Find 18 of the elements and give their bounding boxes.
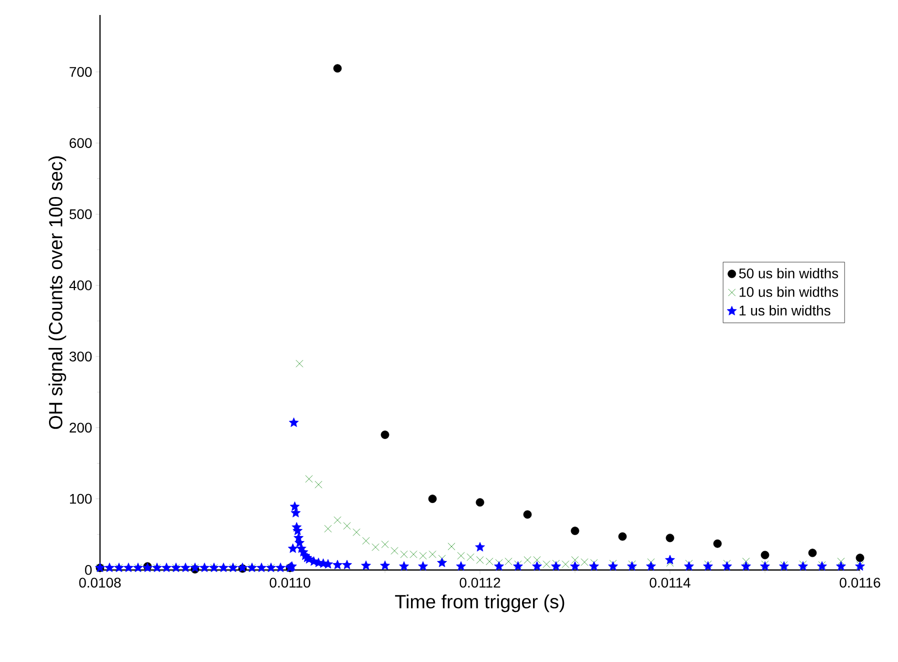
y-tick-label: 300 xyxy=(69,352,92,362)
x-tick-label: 0.0114 xyxy=(650,578,690,588)
y-tick-label: 600 xyxy=(70,138,92,148)
legend-label: 1 us bin widths xyxy=(740,305,830,316)
x-axis-title: Time from trigger (s) xyxy=(395,594,564,612)
x-tick-label: 0.0108 xyxy=(79,578,121,588)
y-tick-label: 100 xyxy=(70,494,92,504)
x-tick-label: 0.0110 xyxy=(270,578,310,588)
x-tick-label: 0.0116 xyxy=(840,578,880,588)
x-tick-label: 0.0112 xyxy=(460,578,500,588)
y-axis-title: OH signal (Counts over 100 sec) xyxy=(48,156,66,429)
legend-label: 10 us bin widths xyxy=(740,286,838,297)
y-tick-label: 500 xyxy=(70,209,92,220)
y-tick-label: 0 xyxy=(85,565,92,575)
y-tick-label: 700 xyxy=(70,66,92,77)
legend-label: 50 us bin widths xyxy=(739,268,838,278)
y-tick-label: 200 xyxy=(70,422,92,433)
y-tick-label: 400 xyxy=(69,280,92,290)
